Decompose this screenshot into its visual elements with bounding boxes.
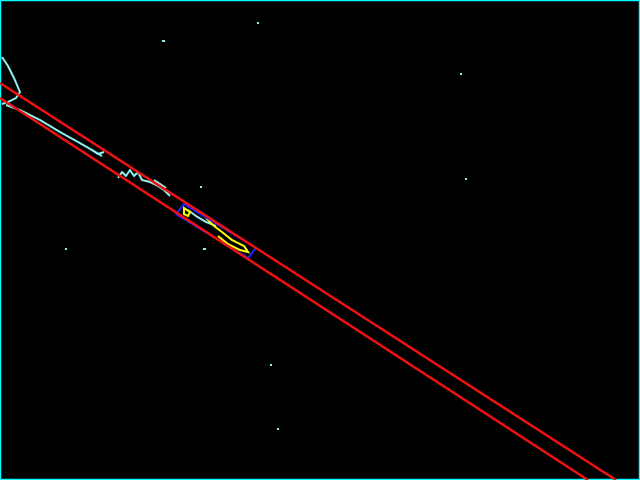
contour xyxy=(205,217,251,254)
noise-dots xyxy=(65,22,467,430)
detected-line xyxy=(0,96,589,480)
contour xyxy=(153,179,167,189)
detected-line xyxy=(0,81,617,480)
dot xyxy=(257,22,259,24)
contour xyxy=(183,206,192,218)
dot xyxy=(65,248,67,250)
dot xyxy=(200,186,202,188)
dot xyxy=(203,248,206,250)
yellow-contour xyxy=(183,206,251,254)
dot xyxy=(465,178,467,180)
dot xyxy=(270,364,272,366)
contour xyxy=(91,149,105,155)
dot xyxy=(277,428,279,430)
dot xyxy=(460,73,462,75)
dot xyxy=(162,40,165,42)
